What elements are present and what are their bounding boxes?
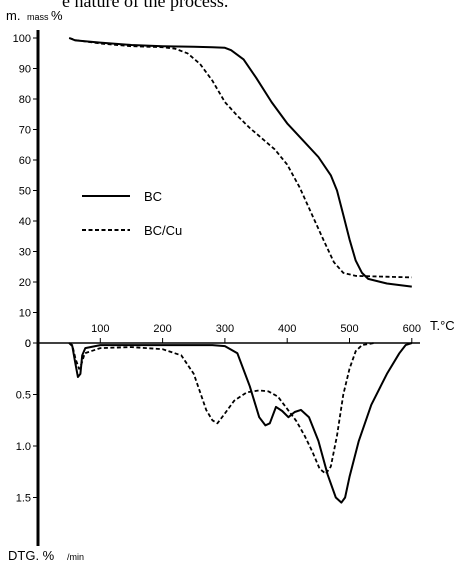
dtg-curve-bc-cu [68, 342, 375, 475]
x-axis-label: T.°C [430, 318, 455, 333]
x-tick-label: 200 [153, 323, 171, 335]
dtg-y-tick-label: 0.5 [16, 390, 31, 402]
tg-y-tick-label: 60 [19, 155, 31, 167]
legend-label-bc: BC [144, 189, 162, 204]
tg-curve-bc-cu [68, 37, 412, 279]
x-tick-label: 100 [91, 323, 109, 335]
dtg-ylabel-sub: /min [67, 552, 84, 562]
tg-y-tick-label: 10 [19, 308, 31, 320]
x-tick-label: 500 [340, 323, 358, 335]
dtg-y-tick-label: 1.0 [16, 441, 31, 453]
tg-ylabel-main: m. [6, 8, 20, 23]
dtg-y-tick-label: 0 [25, 338, 31, 350]
tg-y-tick-label: 50 [19, 186, 31, 198]
tg-y-tick-label: 40 [19, 216, 31, 228]
tg-curve-bc [68, 37, 412, 288]
tg-y-tick-label: 80 [19, 94, 31, 106]
legend: BC BC/Cu [82, 189, 182, 238]
tg-ylabel-sub: mass [27, 12, 49, 22]
tg-y-tick-label: 70 [19, 125, 31, 137]
tg-y-tick-label: 90 [19, 64, 31, 76]
axes-group [36, 30, 420, 546]
tg-ylabel-unit: % [51, 8, 63, 23]
dtg-y-tick-label: 1.5 [16, 493, 31, 505]
tg-y-tick-label: 20 [19, 277, 31, 289]
legend-label-bc-cu: BC/Cu [144, 223, 182, 238]
x-tick-label: 300 [216, 323, 234, 335]
tg-y-tick-label: 30 [19, 247, 31, 259]
tg-y-tick-label: 0 [25, 338, 31, 350]
x-tick-label: 600 [403, 323, 421, 335]
caption-fragment: e nature of the process. [62, 0, 229, 11]
tg-y-tick-label: 100 [13, 33, 31, 45]
curves-group [68, 37, 413, 504]
dtg-curve-bc [68, 342, 413, 504]
x-tick-label: 400 [278, 323, 296, 335]
dtg-ylabel-main: DTG. % [8, 548, 55, 563]
